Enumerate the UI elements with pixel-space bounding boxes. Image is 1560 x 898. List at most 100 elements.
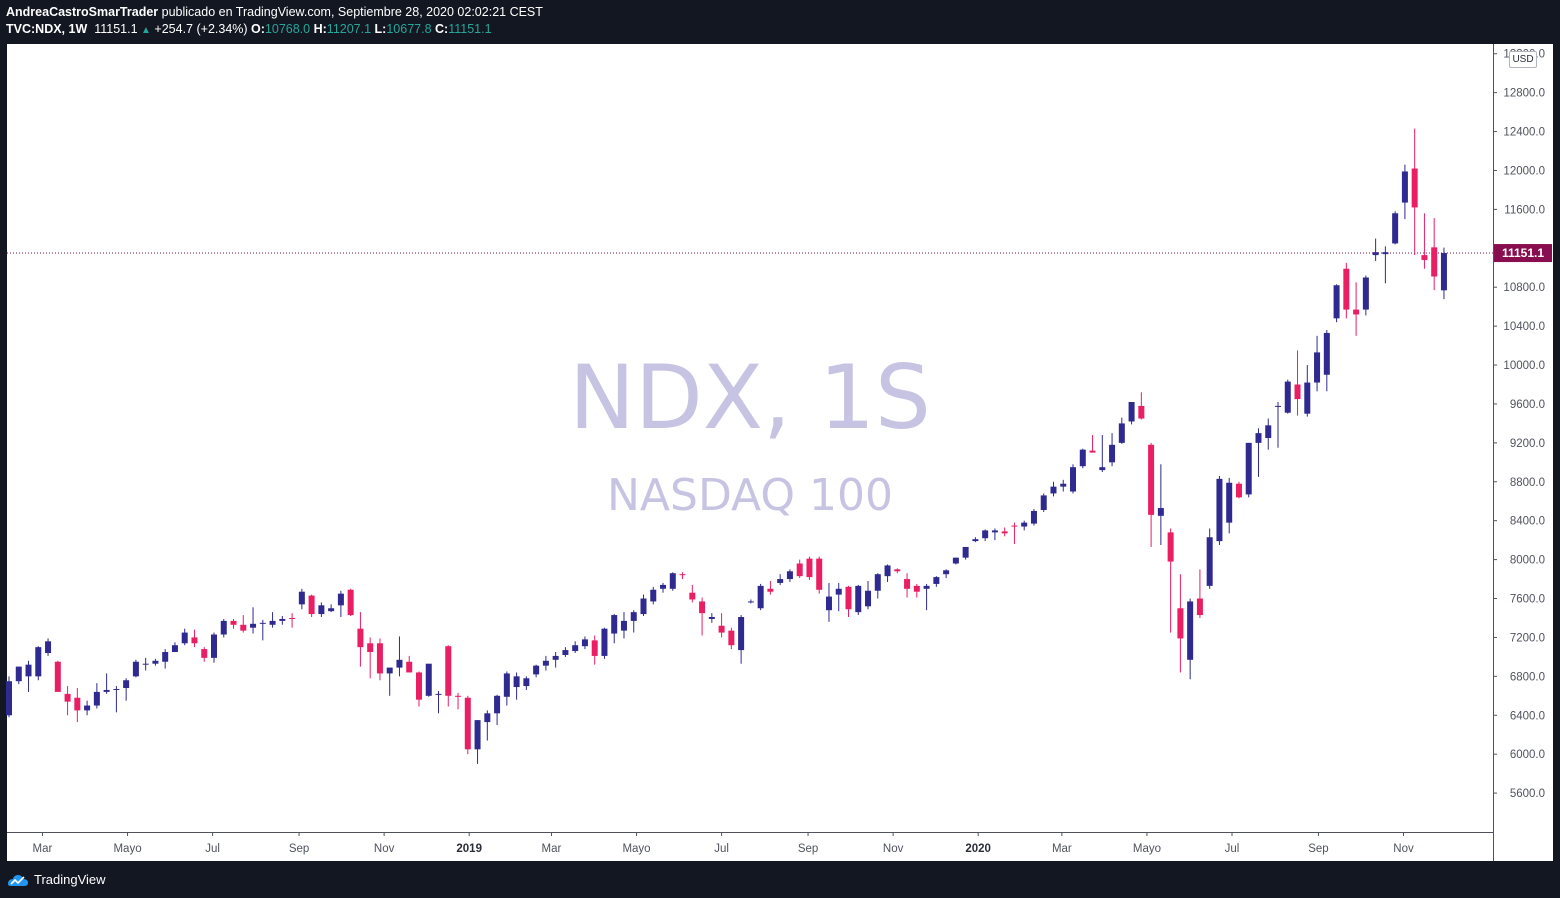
candle-up[interactable] xyxy=(132,659,139,678)
candle-up[interactable] xyxy=(855,584,862,616)
candle-up[interactable] xyxy=(757,583,764,611)
candle-up[interactable] xyxy=(1226,477,1233,534)
candle-up[interactable] xyxy=(123,678,130,701)
candle-down[interactable] xyxy=(1421,213,1428,269)
candle-up[interactable] xyxy=(259,619,266,641)
candle-down[interactable] xyxy=(894,568,901,574)
candle-up[interactable] xyxy=(640,594,647,617)
candle-down[interactable] xyxy=(845,585,852,618)
candle-up[interactable] xyxy=(386,667,393,696)
candle-up[interactable] xyxy=(562,647,569,657)
candle-down[interactable] xyxy=(445,645,452,707)
candle-down[interactable] xyxy=(201,647,208,662)
candle-down[interactable] xyxy=(1089,435,1096,453)
candle-up[interactable] xyxy=(84,700,91,716)
candle-down[interactable] xyxy=(913,583,920,598)
candle-up[interactable] xyxy=(611,614,618,644)
candle-up[interactable] xyxy=(1187,598,1194,680)
tradingview-brand[interactable]: TradingView xyxy=(34,872,106,887)
candle-down[interactable] xyxy=(240,615,247,633)
candle-up[interactable] xyxy=(660,582,667,593)
candle-down[interactable] xyxy=(308,594,315,618)
candle-up[interactable] xyxy=(1079,448,1086,469)
candle-up[interactable] xyxy=(1245,442,1252,498)
candle-up[interactable] xyxy=(435,690,442,714)
candle-down[interactable] xyxy=(699,597,706,636)
candle-up[interactable] xyxy=(1060,479,1067,492)
candle-down[interactable] xyxy=(347,588,354,617)
candle-down[interactable] xyxy=(806,556,813,581)
candle-up[interactable] xyxy=(171,642,178,653)
candle-down[interactable] xyxy=(230,618,237,629)
candle-up[interactable] xyxy=(865,581,872,610)
candle-up[interactable] xyxy=(15,666,22,685)
candlestick-series[interactable] xyxy=(6,128,1447,764)
candle-down[interactable] xyxy=(1235,481,1242,499)
candle-up[interactable] xyxy=(113,686,120,713)
candle-up[interactable] xyxy=(503,671,510,706)
candle-up[interactable] xyxy=(738,615,745,664)
candle-up[interactable] xyxy=(1323,330,1330,392)
candle-up[interactable] xyxy=(601,627,608,659)
candle-up[interactable] xyxy=(93,683,100,709)
candle-up[interactable] xyxy=(552,652,559,668)
candle-up[interactable] xyxy=(1206,528,1213,589)
candle-up[interactable] xyxy=(1157,464,1164,546)
candle-up[interactable] xyxy=(630,610,637,633)
candle-up[interactable] xyxy=(337,590,344,618)
candle-up[interactable] xyxy=(708,613,715,623)
candle-down[interactable] xyxy=(74,688,81,723)
candle-up[interactable] xyxy=(269,612,276,628)
candle-up[interactable] xyxy=(874,573,881,599)
candle-up[interactable] xyxy=(991,528,998,541)
candle-up[interactable] xyxy=(1030,509,1037,526)
candle-up[interactable] xyxy=(1314,335,1321,392)
candle-down[interactable] xyxy=(191,629,198,648)
candle-down[interactable] xyxy=(1411,128,1418,256)
candle-up[interactable] xyxy=(1440,247,1447,300)
candle-up[interactable] xyxy=(523,676,530,690)
candle-up[interactable] xyxy=(1284,379,1291,414)
candle-down[interactable] xyxy=(1343,262,1350,319)
candle-up[interactable] xyxy=(1050,481,1057,497)
candle-up[interactable] xyxy=(1372,238,1379,261)
candle-down[interactable] xyxy=(816,556,823,594)
candle-down[interactable] xyxy=(767,581,774,595)
candle-up[interactable] xyxy=(162,649,169,669)
candle-up[interactable] xyxy=(825,582,832,622)
candle-down[interactable] xyxy=(64,686,71,716)
candle-up[interactable] xyxy=(513,672,520,700)
candle-up[interactable] xyxy=(1216,475,1223,546)
candle-up[interactable] xyxy=(220,618,227,638)
candle-down[interactable] xyxy=(406,655,413,673)
candle-down[interactable] xyxy=(689,584,696,603)
candle-up[interactable] xyxy=(1392,211,1399,245)
candle-up[interactable] xyxy=(142,657,149,671)
candle-down[interactable] xyxy=(1167,528,1174,633)
candle-up[interactable] xyxy=(1128,402,1135,425)
candle-up[interactable] xyxy=(669,572,676,591)
candle-up[interactable] xyxy=(250,607,257,634)
candle-down[interactable] xyxy=(289,613,296,628)
candle-down[interactable] xyxy=(415,671,422,707)
candle-up[interactable] xyxy=(952,557,959,565)
candle-up[interactable] xyxy=(1040,493,1047,512)
symbol-name[interactable]: TVC:NDX, 1W xyxy=(6,22,88,36)
candle-up[interactable] xyxy=(210,632,217,663)
time-axis[interactable] xyxy=(7,832,1553,861)
candle-up[interactable] xyxy=(1382,246,1389,284)
candle-up[interactable] xyxy=(1109,433,1116,467)
candle-down[interactable] xyxy=(357,612,364,667)
candle-up[interactable] xyxy=(581,636,588,650)
candle-up[interactable] xyxy=(1099,435,1106,473)
candle-up[interactable] xyxy=(103,673,110,694)
candle-down[interactable] xyxy=(1148,442,1155,547)
candle-up[interactable] xyxy=(650,586,657,605)
candle-up[interactable] xyxy=(1265,418,1272,450)
candle-down[interactable] xyxy=(1294,350,1301,416)
author-name[interactable]: AndreaCastroSmarTrader xyxy=(6,5,159,19)
candle-up[interactable] xyxy=(972,537,979,543)
tradingview-logo-icon[interactable] xyxy=(6,872,30,888)
candle-down[interactable] xyxy=(904,573,911,598)
